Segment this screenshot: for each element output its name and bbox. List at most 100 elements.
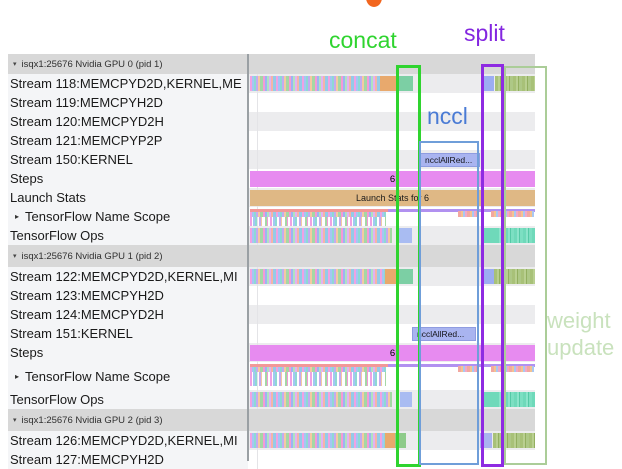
weight-update-line1: weight: [547, 308, 611, 333]
track-label-text: Stream 126:MEMCPYD2D,KERNEL,MI: [10, 433, 238, 448]
trace-segment-blue: [482, 269, 494, 284]
track-timeline[interactable]: [248, 431, 535, 450]
split-annotation: split: [464, 20, 505, 46]
nccl-event-bar[interactable]: ncclAllRed...: [412, 327, 476, 341]
concat-highlight-box: [396, 65, 421, 467]
track-label: Stream 124:MEMCPYD2H: [8, 305, 248, 324]
track-timeline[interactable]: [248, 93, 535, 112]
track-row: Launch Stats Launch Stats for 6: [8, 188, 535, 207]
concat-annotation: concat: [329, 27, 397, 53]
trace-segment-dense: [250, 269, 385, 284]
track-label-text: Stream 123:MEMCPYH2D: [10, 288, 164, 303]
track-label: Stream 151:KERNEL: [8, 324, 248, 343]
track-timeline[interactable]: [248, 267, 535, 286]
orange-text-fragment: [366, 0, 382, 7]
section-header-label: isqx1:25676 Nvidia GPU 1 (pid 2): [21, 250, 163, 262]
section-header-gpu-1[interactable]: ▾ isqx1:25676 Nvidia GPU 1 (pid 2): [8, 245, 535, 267]
track-timeline[interactable]: [248, 362, 535, 390]
nccl-event-bar[interactable]: ncclAllRed...: [420, 153, 480, 167]
track-row: ▸ TensorFlow Name Scope: [8, 362, 535, 390]
trace-segment-dense: [250, 392, 392, 407]
track-label-text: Stream 119:MEMCPYH2D: [10, 95, 163, 110]
collapse-triangle-icon[interactable]: ▾: [13, 417, 17, 424]
track-label: Stream 118:MEMCPYD2D,KERNEL,ME: [8, 74, 248, 93]
track-row: Stream 150:KERNEL ncclAllRed...: [8, 150, 535, 169]
track-row: Stream 121:MEMCPYP2P: [8, 131, 535, 150]
launch-stats-bar[interactable]: Launch Stats for 6: [250, 190, 535, 206]
trace-segment-dense: [250, 367, 386, 372]
track-timeline[interactable]: 6: [248, 343, 535, 362]
section-header-gpu-0[interactable]: ▾ isqx1:25676 Nvidia GPU 0 (pid 1): [8, 54, 535, 74]
track-row: Stream 123:MEMCPYH2D: [8, 286, 535, 305]
expand-triangle-icon[interactable]: ▸: [15, 371, 20, 381]
track-timeline[interactable]: ncclAllRed...: [248, 324, 535, 343]
trace-segment-orange: [385, 433, 395, 448]
track-label: Stream 150:KERNEL: [8, 150, 248, 169]
steps-bar[interactable]: 6: [250, 345, 535, 361]
weight-update-highlight-box: [504, 66, 547, 465]
trace-segment-pline: [388, 364, 535, 367]
expand-triangle-icon[interactable]: ▸: [15, 212, 20, 221]
trace-segment-teeth: [250, 217, 386, 226]
section-header-gpu-2[interactable]: ▾ isqx1:25676 Nvidia GPU 2 (pid 3): [8, 409, 535, 431]
track-label-text: Stream 124:MEMCPYD2H: [10, 307, 164, 322]
track-timeline[interactable]: [248, 286, 535, 305]
track-label-text: TensorFlow Name Scope: [25, 368, 171, 384]
trace-segment-cap: [250, 364, 388, 367]
track-label: TensorFlow Ops: [8, 390, 248, 409]
track-label: Stream 122:MEMCPYD2D,KERNEL,MI: [8, 267, 248, 286]
track-label: Steps: [8, 343, 248, 362]
steps-bar[interactable]: 6: [250, 171, 535, 187]
trace-segment-pstrip: [458, 211, 479, 217]
trace-segment-cap: [250, 209, 388, 212]
track-label-text: Launch Stats: [10, 190, 86, 205]
track-timeline[interactable]: Launch Stats for 6: [248, 188, 535, 207]
track-row: ▸ TensorFlow Name Scope: [8, 207, 535, 226]
trace-segment-pstrip: [491, 366, 534, 372]
track-row: Stream 120:MEMCPYD2H: [8, 112, 535, 131]
track-row: Stream 151:KERNEL ncclAllRed...: [8, 324, 535, 343]
trace-segment-dense: [250, 76, 380, 91]
track-label: TensorFlow Ops: [8, 226, 248, 245]
track-label-text: Stream 121:MEMCPYP2P: [10, 133, 163, 148]
track-timeline[interactable]: [248, 112, 535, 131]
track-label-text: Stream 120:MEMCPYD2H: [10, 114, 164, 129]
track-row: Steps 6: [8, 169, 535, 188]
weight-update-line2: update: [547, 335, 615, 360]
track-timeline[interactable]: ncclAllRed...: [248, 150, 535, 169]
nccl-highlight-box: [419, 141, 479, 465]
trace-segment-pstrip: [491, 211, 534, 217]
track-timeline[interactable]: [248, 305, 535, 324]
collapse-triangle-icon[interactable]: ▾: [13, 61, 17, 68]
track-label-text: Stream 118:MEMCPYD2D,KERNEL,ME: [10, 76, 242, 91]
section-header-label: isqx1:25676 Nvidia GPU 2 (pid 3): [21, 414, 163, 426]
trace-segment-tealsolid: [482, 228, 496, 243]
label-timeline-divider[interactable]: [247, 54, 249, 461]
track-label-text: TensorFlow Ops: [10, 228, 104, 243]
track-label[interactable]: ▸ TensorFlow Name Scope: [8, 207, 248, 226]
track-row: Steps 6: [8, 343, 535, 362]
track-label-text: Steps: [10, 345, 44, 360]
track-timeline[interactable]: [248, 207, 535, 226]
track-label[interactable]: ▸ TensorFlow Name Scope: [8, 362, 248, 390]
weight-update-annotation: weight update: [547, 307, 614, 361]
split-highlight-box: [481, 64, 504, 467]
trace-segment-pline: [388, 209, 535, 212]
trace-segment-dense: [250, 212, 386, 217]
track-label: Steps: [8, 169, 248, 188]
track-row: Stream 119:MEMCPYH2D: [8, 93, 535, 112]
track-label-text: TensorFlow Name Scope: [25, 209, 171, 224]
trace-segment-orange: [385, 269, 398, 284]
track-row: Stream 122:MEMCPYD2D,KERNEL,MI: [8, 267, 535, 286]
trace-segment-lightblue: [400, 392, 412, 407]
track-timeline[interactable]: [248, 74, 535, 93]
trace-segment-teeth: [250, 372, 386, 386]
track-timeline[interactable]: 6: [248, 169, 535, 188]
trace-segment-teal: [398, 269, 413, 284]
collapse-triangle-icon[interactable]: ▾: [13, 253, 17, 260]
track-label-text: Steps: [10, 171, 44, 186]
track-label: Stream 123:MEMCPYH2D: [8, 286, 248, 305]
track-timeline[interactable]: [248, 131, 535, 150]
trace-viewer: ▾ isqx1:25676 Nvidia GPU 0 (pid 1) Stream …: [8, 0, 535, 469]
trace-segment-lightblue: [397, 228, 412, 243]
